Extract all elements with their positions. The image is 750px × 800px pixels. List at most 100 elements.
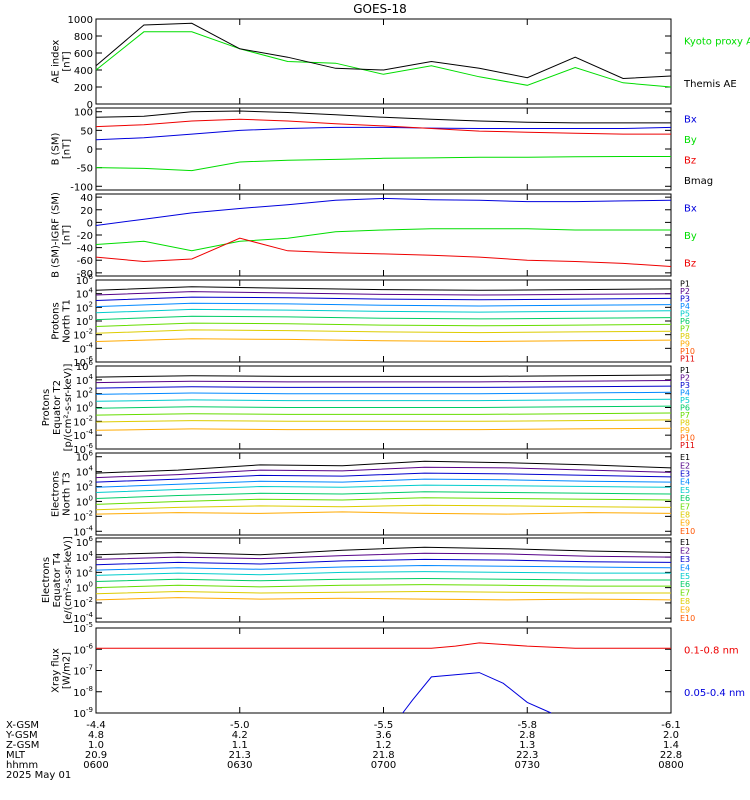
legend-e9: E9 (680, 605, 690, 614)
y-tick-label: 0 (87, 100, 93, 111)
y-tick-label: 10-4 (73, 524, 93, 538)
panel-frame (95, 452, 672, 536)
footer-value: 2.0 (663, 730, 679, 741)
legend-e6: E6 (680, 580, 690, 589)
legend-bx: Bx (684, 114, 697, 125)
legend-0-05-0-4-nm: 0.05-0.4 nm (684, 688, 745, 699)
series-e7 (95, 497, 672, 505)
legend-p5: P5 (680, 310, 690, 319)
legend-p4: P4 (680, 302, 690, 311)
y-tick-label: 100 (76, 581, 93, 595)
series-p2 (95, 291, 672, 296)
series-by (95, 228, 671, 252)
legend-p3: P3 (680, 295, 690, 304)
panel-3: 40 200 -20 -40-60 -80 B (SM)-IGRF (SM) [nT] Bx B… (51, 192, 697, 280)
footer-row-label: Z-GSM (6, 740, 39, 751)
footer-value: 21.3 (229, 750, 251, 761)
footer-value: -5.0 (230, 720, 250, 731)
y-axis-label: Xray flux (51, 648, 62, 693)
series-e3 (95, 472, 672, 483)
legend-e4: E4 (680, 563, 690, 572)
legend-e8: E8 (680, 511, 690, 520)
footer-value: -6.1 (661, 720, 681, 731)
y-axis-label: Protons (41, 389, 52, 426)
series-e7 (95, 584, 671, 589)
series-0-1-0-8-nm (96, 642, 671, 649)
series-p9 (95, 338, 672, 343)
y-axis-label: [W/m2] (62, 652, 73, 689)
footer-row-label: 2025 May 01 (6, 770, 71, 781)
y-tick-label: 106 (76, 273, 94, 287)
footer-value: 4.8 (88, 730, 104, 741)
y-tick-label: 10-6 (73, 355, 93, 369)
y-tick-label: 20 (80, 206, 93, 217)
legend-0-1-0-8-nm: 0.1-0.8 nm (684, 645, 739, 656)
series-p1 (95, 286, 672, 291)
series-p2 (95, 380, 672, 384)
series-e8 (95, 504, 672, 511)
legend-p2: P2 (680, 287, 690, 296)
series-e9 (95, 511, 672, 515)
y-tick-label: 1000 (68, 15, 93, 26)
series-p8 (95, 419, 672, 423)
series-e4 (95, 478, 672, 488)
panel-2: 100 50 0 -50 -100 B (SM) [nT] Bx By Bz Bmag (51, 107, 713, 193)
legend-p10: P10 (680, 347, 695, 356)
footer-value: 22.3 (516, 750, 538, 761)
footer-row-label: MLT (6, 750, 26, 761)
legend-p8: P8 (680, 419, 690, 428)
legend-bz: Bz (684, 155, 696, 166)
y-axis-label: Equator T4 (52, 553, 63, 608)
y-axis-label: [p/(cm²-s-sr-keV)] (63, 364, 74, 452)
legend-bz: Bz (684, 258, 696, 269)
legend-e2: E2 (680, 461, 690, 470)
legend-e6: E6 (680, 494, 690, 503)
y-tick-label: 10-4 (73, 428, 93, 442)
footer-value: 0600 (83, 760, 108, 771)
series-e2 (95, 552, 672, 560)
footer-value: 20.9 (85, 750, 107, 761)
series-e1 (95, 460, 672, 474)
series-p3 (95, 385, 672, 389)
panel-1: 1000 800 600 400 200 0 AE index [nT] Kyoto proxy… (51, 15, 750, 111)
series-p5 (95, 308, 672, 314)
legend-e5: E5 (680, 572, 690, 581)
legend-p8: P8 (680, 332, 690, 341)
footer-value: -5.5 (374, 720, 394, 731)
footer-value: 0800 (658, 760, 683, 771)
footer-value: 1.4 (663, 740, 679, 751)
y-tick-label: 100 (76, 494, 93, 508)
y-tick-label: 100 (76, 401, 93, 415)
y-tick-label: -60 (77, 256, 93, 267)
y-axis-label: B (SM) (51, 132, 62, 165)
legend-p5: P5 (680, 396, 690, 405)
series-p8 (95, 329, 672, 334)
y-tick-label: 104 (76, 550, 94, 564)
legend-e7: E7 (680, 502, 690, 511)
legend-p4: P4 (680, 388, 690, 397)
legend-p9: P9 (680, 339, 690, 348)
series-e8 (95, 590, 671, 595)
series-bz (95, 118, 671, 135)
series-e3 (95, 558, 672, 566)
y-tick-label: -100 (70, 182, 93, 193)
y-axis-label: AE index (51, 40, 62, 84)
legend-e7: E7 (680, 589, 690, 598)
y-tick-label: 10-8 (73, 685, 93, 699)
y-tick-label: 102 (76, 480, 93, 494)
panel-frame (95, 193, 672, 277)
y-tick-label: 10-6 (73, 642, 93, 656)
footer-value: 0730 (515, 760, 540, 771)
legend-e9: E9 (680, 519, 690, 528)
y-tick-label: 600 (74, 49, 93, 60)
y-tick-label: 104 (76, 287, 94, 301)
series-p3 (95, 296, 672, 301)
y-tick-label: -40 (77, 244, 93, 255)
panel-8: 10-5 10-6 10-7 10-8 10-9 Xray flux [W/m2] 0.1-0… (51, 621, 746, 720)
y-tick-label: 800 (74, 32, 93, 43)
footer-value: -5.8 (517, 720, 537, 731)
legend-e3: E3 (680, 470, 690, 479)
